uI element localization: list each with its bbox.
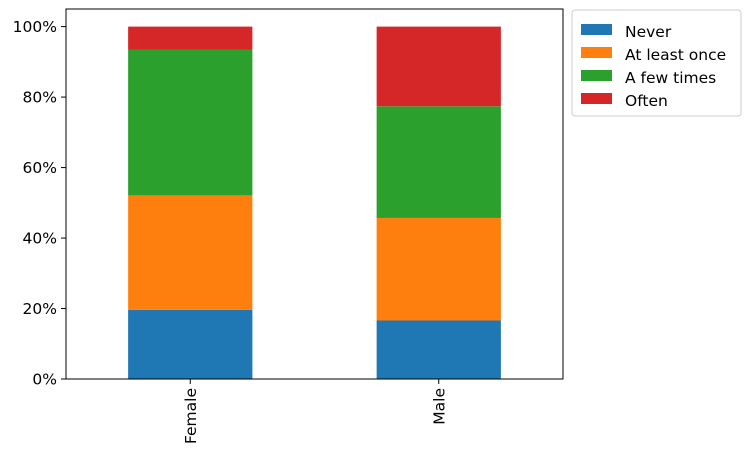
y-tick-label: 80% <box>23 89 57 107</box>
legend-label: A few times <box>625 69 716 87</box>
bar-segment <box>128 26 253 50</box>
legend: Never At least once A few times Often <box>571 9 742 117</box>
y-tick-label: 100% <box>13 18 57 36</box>
y-tick-label: 40% <box>23 230 57 248</box>
legend-label: Often <box>625 92 668 110</box>
bar-segment <box>376 106 501 218</box>
y-tick-label: 20% <box>23 300 57 318</box>
legend-swatch <box>581 47 612 58</box>
y-tick-label: 60% <box>23 159 57 177</box>
bars-layer <box>128 26 501 379</box>
bar-segment <box>128 309 253 379</box>
axes-layer: 0% 20% 40% 60% 80% 100% Female Male <box>13 8 564 444</box>
bar-segment <box>376 320 501 379</box>
y-tick-label: 0% <box>32 371 57 389</box>
x-tick-label: Male <box>430 388 448 425</box>
plot-frame <box>65 8 564 380</box>
bar-segment <box>128 49 253 196</box>
legend-swatch <box>581 93 612 104</box>
legend-swatch <box>581 70 612 81</box>
legend-swatch <box>581 24 612 35</box>
bar-segment <box>128 195 253 310</box>
legend-label: At least once <box>625 46 726 64</box>
bar-segment <box>376 217 501 321</box>
legend-label: Never <box>625 23 672 41</box>
bar-segment <box>376 26 501 107</box>
x-tick-label: Female <box>182 388 200 444</box>
legend-frame <box>571 9 742 117</box>
